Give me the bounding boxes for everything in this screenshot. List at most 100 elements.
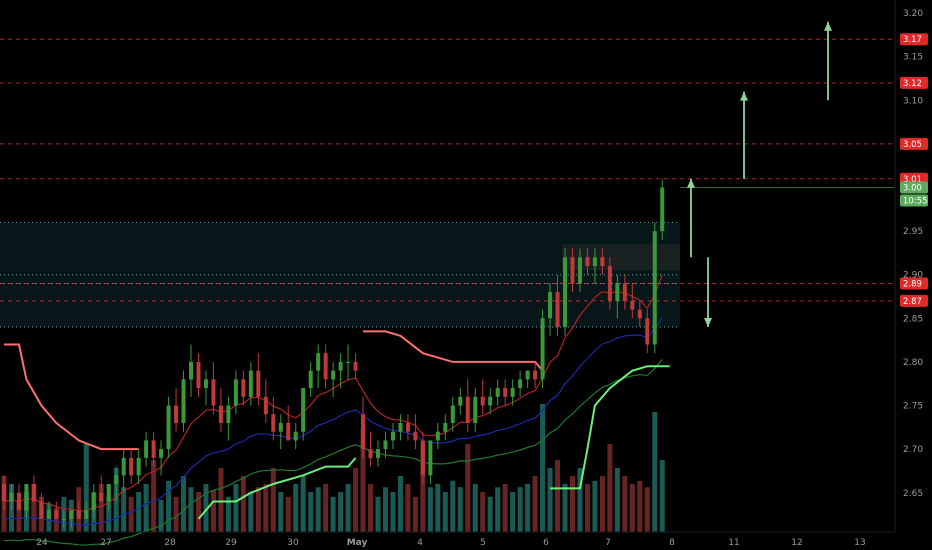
candle-body bbox=[540, 318, 545, 380]
volume-bar bbox=[360, 428, 366, 532]
time-axis[interactable]: 24 27 28 29 30 May 4 5 6 7 8 11 12 13 bbox=[36, 538, 865, 548]
candle bbox=[615, 274, 620, 319]
candle bbox=[241, 370, 246, 406]
volume-bar bbox=[173, 496, 179, 532]
candle-body bbox=[480, 396, 485, 406]
volume-bar bbox=[128, 496, 134, 532]
price-tick-label: 2.95 bbox=[903, 227, 923, 237]
candle bbox=[316, 344, 321, 389]
candle bbox=[600, 248, 605, 275]
price-tick-label: 2.75 bbox=[903, 402, 923, 412]
volume-bar bbox=[450, 480, 456, 532]
volume-bar bbox=[98, 484, 104, 532]
candle bbox=[144, 431, 149, 467]
candle-body bbox=[398, 422, 403, 432]
time-tick-label: 13 bbox=[854, 538, 865, 548]
candle-body bbox=[144, 440, 149, 458]
candle bbox=[211, 361, 216, 415]
candle bbox=[645, 309, 650, 354]
candle bbox=[533, 361, 538, 389]
time-tick-label: 28 bbox=[164, 538, 176, 548]
volume-bar bbox=[225, 496, 231, 532]
candle-body bbox=[413, 431, 418, 441]
volume-bar bbox=[577, 468, 583, 532]
volume-bar bbox=[390, 492, 396, 532]
volume-bar bbox=[330, 496, 336, 532]
indicator-lines bbox=[3, 274, 670, 546]
volume-bar bbox=[263, 484, 269, 532]
candle-body bbox=[443, 422, 448, 432]
candle-body bbox=[615, 283, 620, 301]
candle-body bbox=[39, 501, 44, 519]
candle bbox=[218, 388, 223, 432]
candle bbox=[226, 396, 231, 441]
candle bbox=[525, 370, 530, 389]
candle-body bbox=[16, 492, 21, 511]
volume-bar bbox=[195, 492, 201, 532]
candle-body bbox=[518, 379, 523, 389]
candle-body bbox=[555, 292, 560, 328]
price-tick-label: 3.10 bbox=[903, 96, 923, 106]
volume-bar bbox=[599, 476, 605, 532]
candle-body bbox=[211, 379, 216, 406]
volume-bar bbox=[622, 476, 628, 532]
volume-bar bbox=[315, 487, 321, 532]
candle bbox=[652, 222, 657, 354]
volume-bar bbox=[584, 484, 590, 532]
time-tick-label: 29 bbox=[225, 538, 237, 548]
candle bbox=[278, 414, 283, 450]
volume-bar bbox=[240, 476, 246, 532]
candle-body bbox=[510, 388, 515, 397]
candle-body bbox=[31, 484, 36, 502]
volume-bar bbox=[487, 496, 493, 532]
candle-body bbox=[660, 187, 665, 232]
candle-body bbox=[473, 396, 478, 423]
candle-body bbox=[263, 396, 268, 415]
candle-body bbox=[390, 431, 395, 441]
candle bbox=[248, 361, 253, 406]
candle-body bbox=[301, 388, 306, 432]
candle bbox=[129, 449, 134, 485]
candle bbox=[84, 501, 89, 519]
volume-bar bbox=[629, 484, 635, 532]
volume-bar bbox=[136, 492, 142, 532]
volume-bar bbox=[166, 480, 172, 532]
price-axis[interactable]: 3.20 3.15 3.10 2.95 2.90 2.85 2.80 2.75 2.70 2.65… bbox=[900, 9, 928, 499]
volume-bar bbox=[614, 468, 620, 532]
arrow-up-icon bbox=[824, 21, 832, 101]
candle bbox=[413, 414, 418, 450]
time-tick-label: 11 bbox=[728, 538, 739, 548]
volume-bar bbox=[525, 484, 531, 532]
price-tick-label: 2.80 bbox=[903, 358, 923, 368]
trailing-stop-lower bbox=[197, 457, 357, 520]
candle bbox=[99, 475, 104, 502]
candle bbox=[114, 466, 119, 502]
time-tick-label: 7 bbox=[605, 538, 611, 548]
candle-body bbox=[46, 510, 51, 519]
candle bbox=[91, 484, 96, 519]
candle-body bbox=[308, 370, 313, 389]
volume-bar bbox=[255, 487, 261, 532]
candle-body bbox=[76, 510, 81, 519]
volume-bar bbox=[188, 487, 194, 532]
candle-body bbox=[218, 405, 223, 423]
candle bbox=[106, 484, 111, 511]
volume-bar bbox=[143, 484, 149, 532]
price-level-badge-text: 2.87 bbox=[903, 297, 922, 307]
volume-bar bbox=[427, 487, 433, 532]
candle bbox=[39, 492, 44, 519]
candle bbox=[503, 379, 508, 406]
candle-body bbox=[592, 257, 597, 266]
candle bbox=[61, 510, 66, 528]
time-tick-label: 8 bbox=[669, 538, 675, 548]
candle bbox=[31, 475, 36, 502]
candle-body bbox=[548, 292, 553, 319]
current-price-badge: 3.00 bbox=[900, 181, 928, 194]
candle bbox=[390, 422, 395, 450]
price-tick-label: 3.15 bbox=[903, 53, 923, 63]
candle bbox=[203, 370, 208, 406]
candle bbox=[159, 440, 164, 476]
volume-bar bbox=[151, 460, 157, 532]
volume-bar bbox=[592, 480, 598, 532]
